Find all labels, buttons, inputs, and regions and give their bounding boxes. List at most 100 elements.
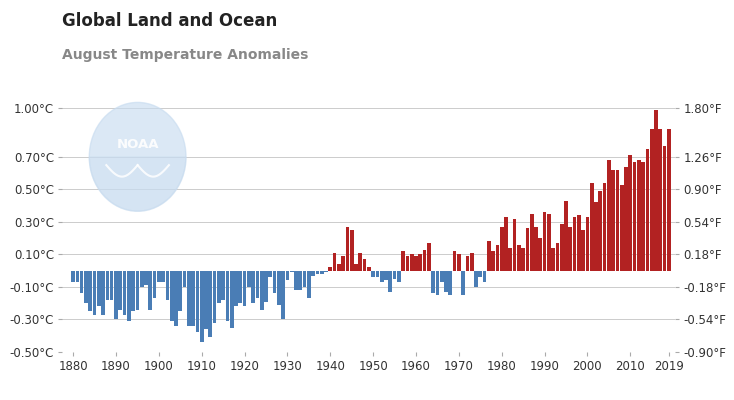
Bar bbox=[346, 227, 349, 271]
Bar bbox=[607, 160, 611, 271]
Bar bbox=[217, 271, 221, 303]
Bar bbox=[88, 271, 92, 311]
Bar bbox=[495, 245, 499, 271]
Bar bbox=[663, 146, 666, 271]
Bar bbox=[195, 271, 199, 332]
Bar bbox=[115, 271, 117, 320]
Bar bbox=[243, 271, 247, 306]
Bar bbox=[397, 271, 401, 282]
Bar bbox=[435, 271, 439, 295]
Bar bbox=[157, 271, 161, 282]
Bar bbox=[380, 271, 383, 282]
Bar bbox=[654, 110, 658, 271]
Bar bbox=[255, 271, 259, 298]
Bar bbox=[551, 248, 555, 271]
Bar bbox=[286, 271, 289, 280]
Bar bbox=[616, 170, 619, 271]
Bar bbox=[299, 271, 302, 290]
Bar bbox=[367, 268, 371, 271]
Bar bbox=[148, 271, 152, 310]
Bar bbox=[658, 129, 662, 271]
Bar bbox=[208, 271, 212, 337]
Bar bbox=[581, 230, 585, 271]
Bar bbox=[577, 216, 581, 271]
Bar bbox=[491, 251, 495, 271]
Bar bbox=[526, 228, 529, 271]
Bar bbox=[414, 256, 418, 271]
Bar bbox=[440, 271, 443, 282]
Bar bbox=[97, 271, 101, 306]
Bar bbox=[221, 271, 225, 300]
Bar bbox=[273, 271, 277, 294]
Bar bbox=[110, 271, 114, 300]
Bar bbox=[542, 212, 546, 271]
Bar bbox=[290, 271, 294, 272]
Bar bbox=[239, 271, 242, 303]
Bar bbox=[324, 271, 328, 272]
Bar bbox=[646, 149, 650, 271]
Bar bbox=[281, 271, 285, 320]
Bar bbox=[611, 170, 615, 271]
Bar bbox=[264, 271, 268, 302]
Bar bbox=[166, 271, 170, 300]
Bar bbox=[127, 271, 131, 321]
Bar bbox=[144, 271, 148, 285]
Bar bbox=[123, 271, 126, 315]
Bar bbox=[457, 254, 461, 271]
Wedge shape bbox=[90, 157, 186, 211]
Bar bbox=[444, 271, 448, 292]
Bar bbox=[470, 253, 473, 271]
Bar bbox=[590, 183, 594, 271]
Bar bbox=[453, 251, 457, 271]
Bar bbox=[427, 243, 431, 271]
Bar bbox=[333, 253, 336, 271]
Bar bbox=[260, 271, 264, 310]
Bar bbox=[423, 250, 426, 271]
Bar bbox=[170, 271, 173, 321]
Bar bbox=[80, 271, 84, 294]
Bar bbox=[487, 242, 490, 271]
Bar bbox=[174, 271, 178, 326]
Bar bbox=[131, 271, 135, 311]
Bar bbox=[234, 271, 238, 306]
Bar bbox=[136, 271, 139, 310]
Bar bbox=[251, 271, 255, 303]
Text: Global Land and Ocean: Global Land and Ocean bbox=[62, 12, 277, 30]
Bar bbox=[556, 243, 559, 271]
Bar bbox=[92, 271, 96, 315]
Bar bbox=[465, 256, 469, 271]
Bar bbox=[187, 271, 191, 326]
Bar bbox=[178, 271, 182, 311]
Bar bbox=[247, 271, 250, 287]
Bar bbox=[200, 271, 203, 342]
Bar bbox=[358, 253, 362, 271]
Bar bbox=[384, 271, 388, 280]
Bar bbox=[153, 271, 156, 298]
Bar bbox=[106, 271, 109, 300]
Bar bbox=[530, 214, 534, 271]
Bar bbox=[620, 184, 623, 271]
Bar bbox=[230, 271, 233, 328]
Bar bbox=[337, 264, 341, 271]
Bar bbox=[371, 271, 375, 277]
Text: August Temperature Anomalies: August Temperature Anomalies bbox=[62, 48, 309, 62]
Text: NOAA: NOAA bbox=[117, 138, 159, 150]
Bar bbox=[479, 271, 482, 277]
Bar bbox=[320, 271, 324, 274]
Bar bbox=[71, 271, 75, 282]
Bar bbox=[603, 183, 606, 271]
Bar bbox=[277, 271, 280, 305]
Bar bbox=[539, 238, 542, 271]
Bar bbox=[350, 230, 354, 271]
Bar bbox=[637, 160, 641, 271]
Circle shape bbox=[90, 102, 186, 211]
Bar bbox=[461, 271, 465, 295]
Bar bbox=[311, 271, 315, 276]
Bar bbox=[328, 268, 332, 271]
Bar bbox=[560, 224, 564, 271]
Bar bbox=[521, 248, 525, 271]
Bar bbox=[474, 271, 478, 287]
Bar bbox=[513, 219, 517, 271]
Bar bbox=[341, 256, 345, 271]
Bar bbox=[547, 214, 550, 271]
